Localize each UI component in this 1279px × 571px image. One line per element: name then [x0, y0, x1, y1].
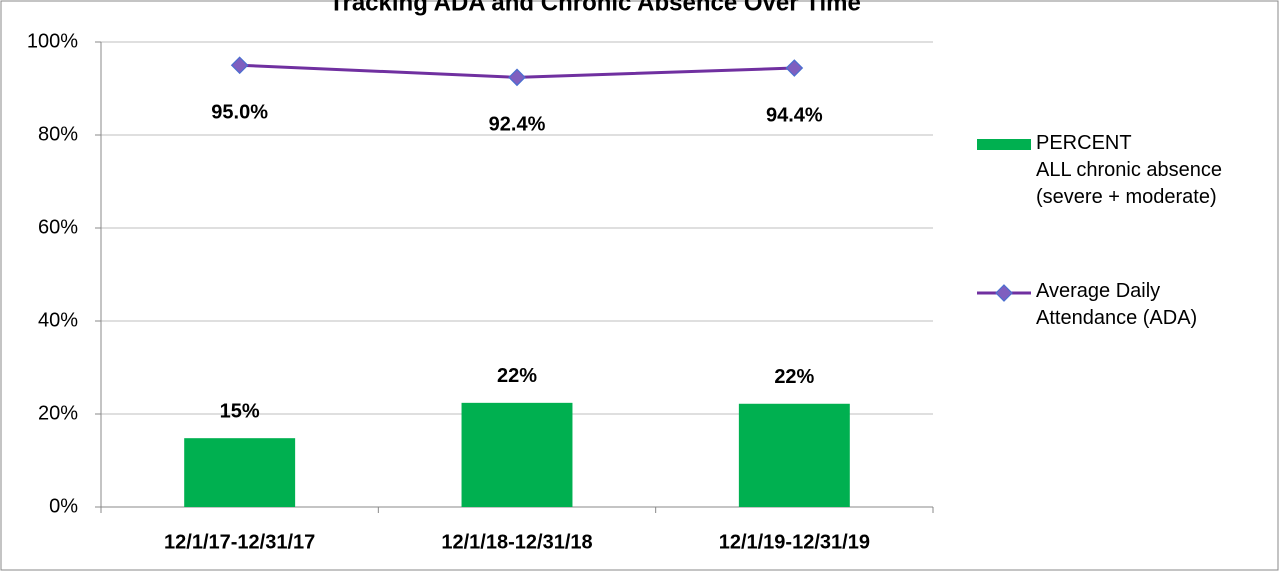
chart-title: Tracking ADA and Chronic Absence Over Ti…: [329, 0, 861, 16]
y-tick-label: 20%: [38, 402, 78, 424]
bar: [461, 402, 573, 507]
line-value-label: 95.0%: [211, 102, 268, 124]
line-marker: [508, 68, 526, 87]
bar: [738, 403, 850, 507]
x-tick-label: 12/1/18-12/31/18: [441, 531, 592, 553]
x-tick-label: 12/1/19-12/31/19: [719, 531, 870, 553]
legend-bar-label: PERCENT ALL chronic absence (severe + mo…: [1036, 132, 1223, 208]
legend-line-label: Average Daily Attendance (ADA): [1036, 280, 1198, 329]
y-tick-label: 80%: [38, 123, 78, 145]
y-tick-label: 100%: [27, 30, 78, 52]
x-tick-label: 12/1/17-12/31/17: [164, 531, 315, 553]
bar-value-label: 22%: [774, 366, 814, 388]
bar-value-label: 22%: [497, 365, 537, 387]
bar: [184, 438, 296, 507]
bar-value-label: 15%: [220, 400, 260, 422]
legend-marker: [995, 284, 1013, 302]
legend-swatch: [977, 139, 1031, 150]
line-marker: [230, 56, 249, 75]
y-tick-label: 0%: [49, 495, 78, 517]
y-tick-label: 40%: [38, 309, 78, 331]
y-tick-label: 60%: [38, 216, 78, 238]
line-value-label: 92.4%: [489, 114, 546, 136]
line-marker: [785, 59, 804, 77]
line-value-label: 94.4%: [766, 104, 823, 126]
